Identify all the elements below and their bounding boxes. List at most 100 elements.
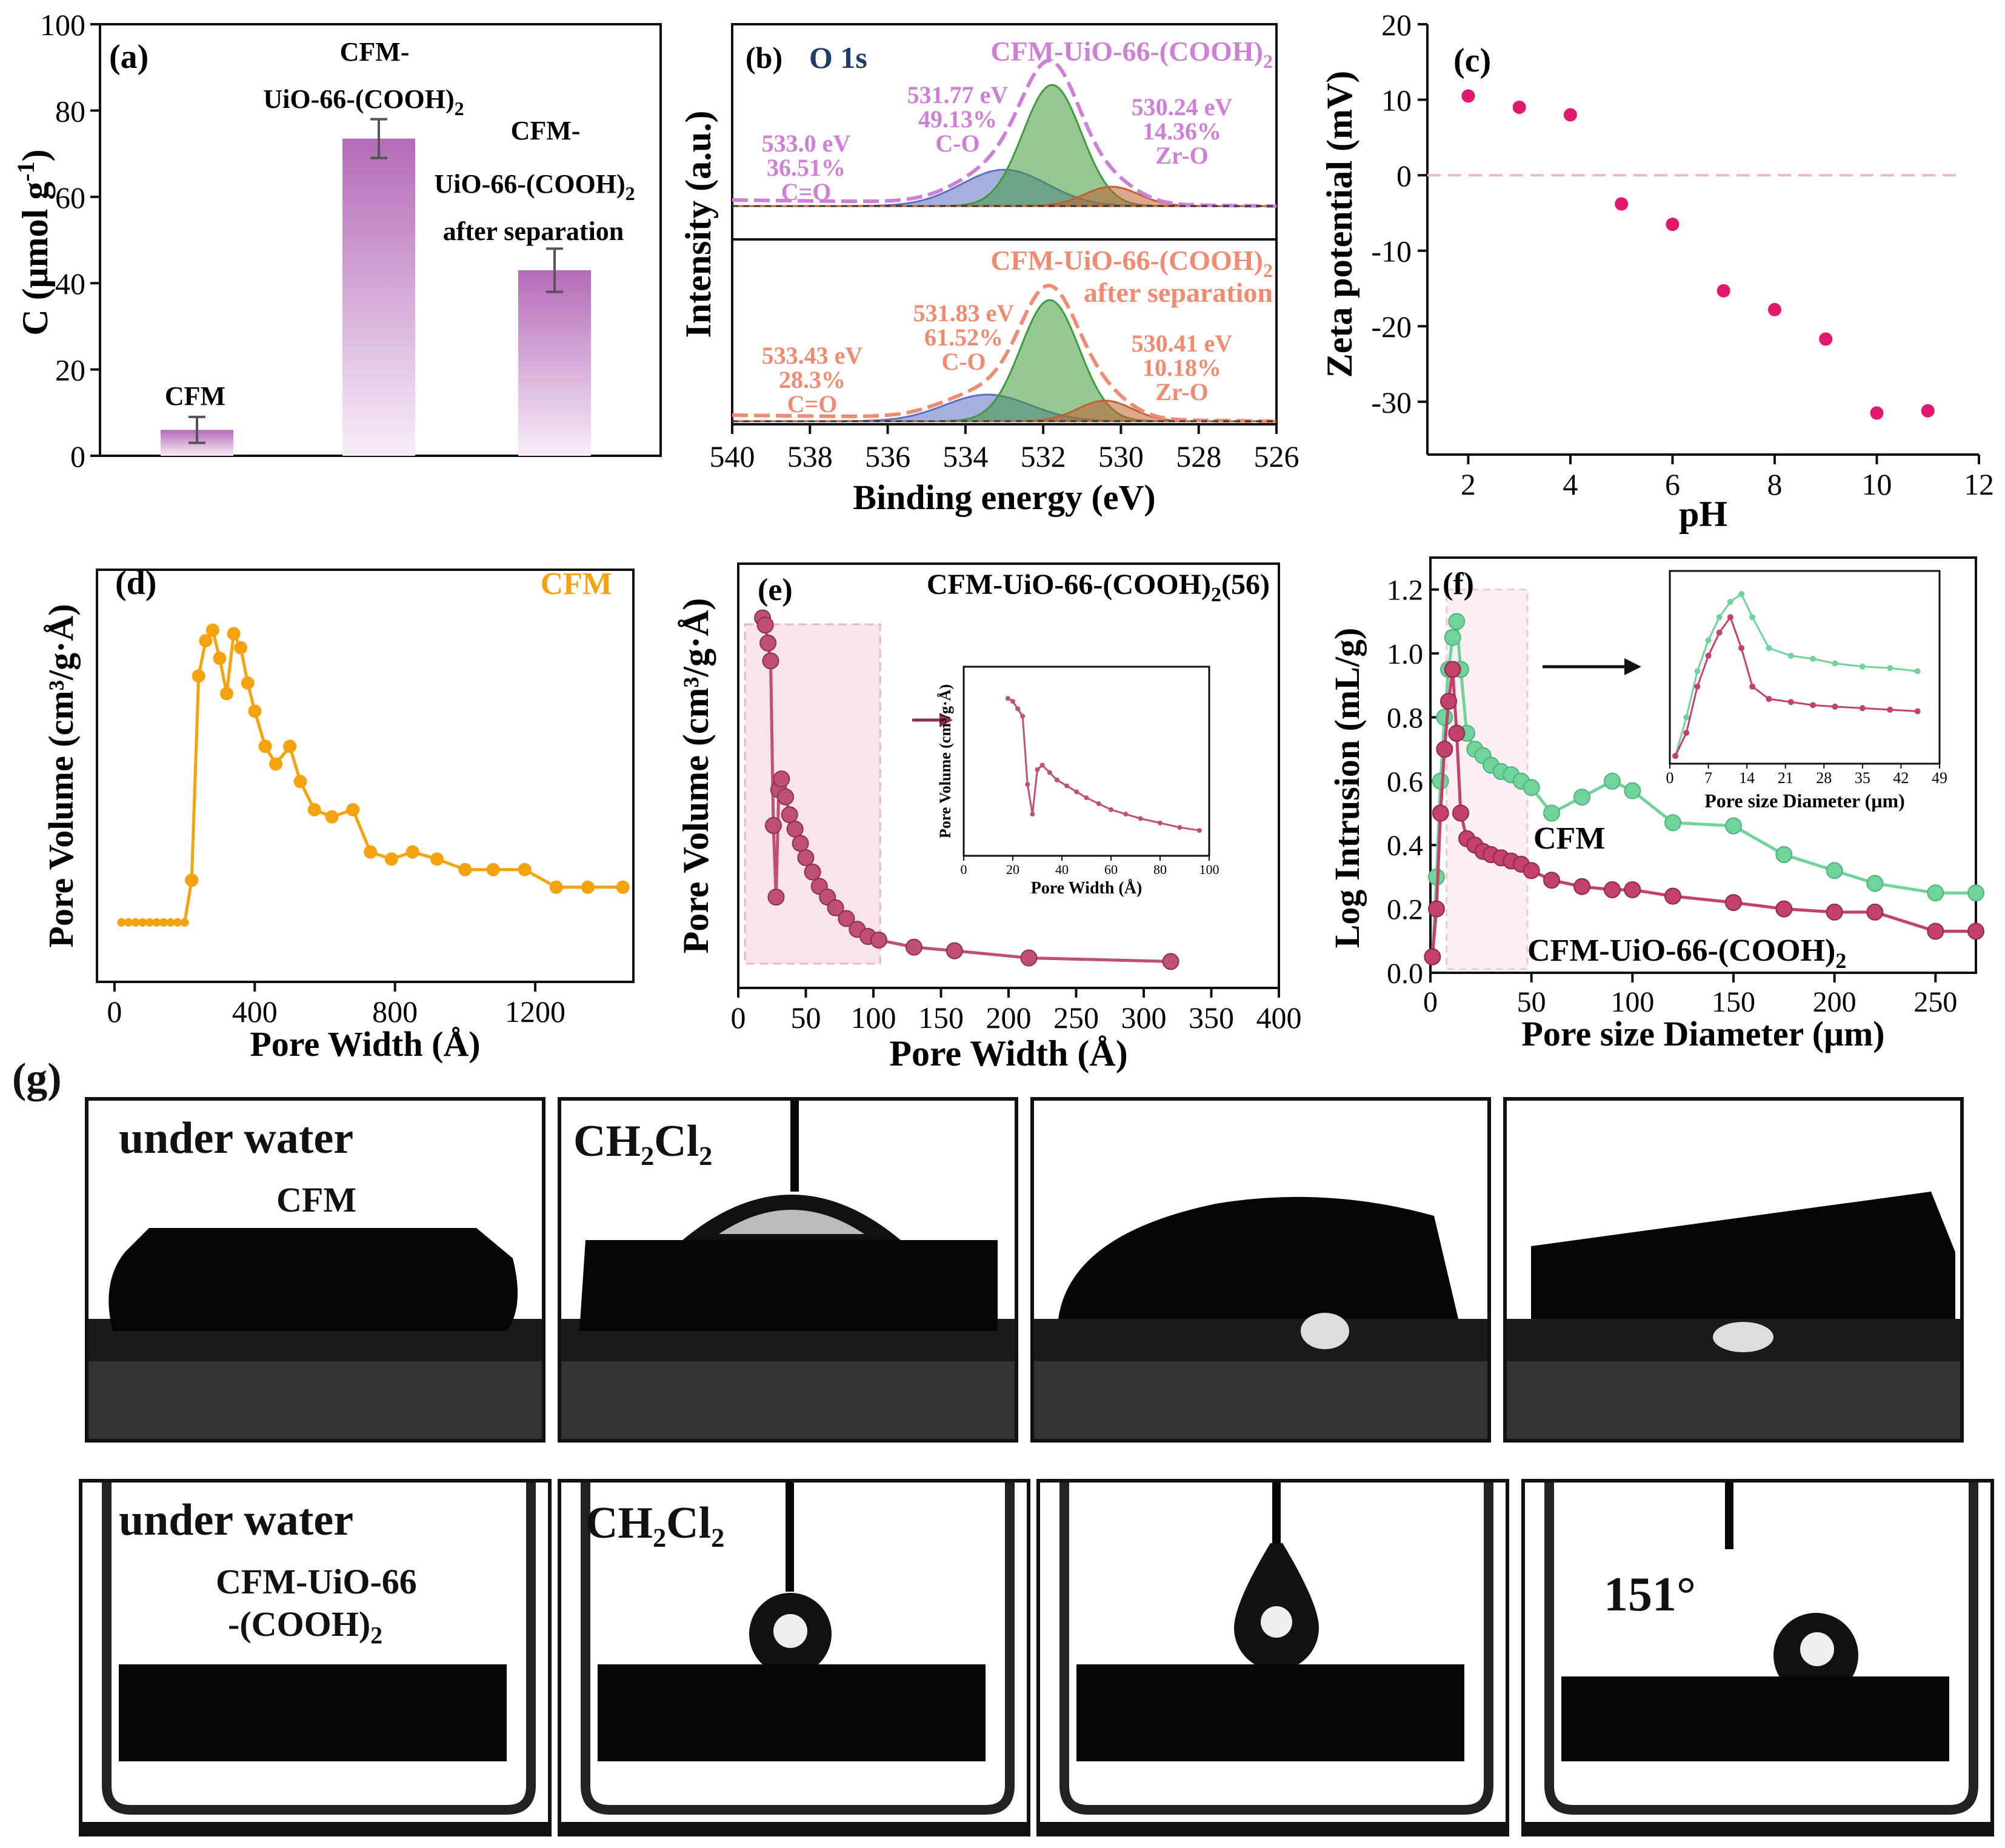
peak-label: C=O	[781, 178, 832, 205]
inset-y-axis-label: Pore Volume (cm³/g·Å)	[936, 684, 954, 838]
inset-data-point	[1705, 652, 1712, 659]
peak-label: 531.77 eV	[907, 81, 1009, 108]
data-point	[325, 810, 339, 824]
chart-title: CFM-UiO-66-(COOH)2(56)	[927, 569, 1270, 606]
panel-label: (f)	[1443, 567, 1474, 601]
y-axis-label-sup: -1	[12, 161, 39, 181]
inset-data-point	[1810, 656, 1817, 662]
x-tick-label: 250	[1053, 1001, 1099, 1035]
data-point	[173, 918, 182, 927]
bar	[518, 270, 591, 456]
x-tick-label: 50	[1517, 986, 1546, 1018]
data-point	[777, 788, 795, 806]
peak-label: 28.3%	[779, 366, 846, 393]
inset-data-point	[1766, 696, 1772, 702]
photo-r2-c2: CH₂Cl₂	[558, 1479, 1030, 1836]
data-point	[1869, 405, 1885, 421]
x-axis-label: Pore size Diameter (μm)	[1521, 1014, 1884, 1053]
inset-data-point	[1738, 591, 1745, 598]
data-point	[1613, 196, 1630, 212]
data-point	[159, 918, 168, 927]
inset-data-point	[1020, 713, 1026, 719]
inset-data-point	[1123, 812, 1129, 817]
data-point	[1766, 301, 1783, 318]
inset-x-tick-label: 0	[961, 862, 967, 877]
plot-frame	[731, 23, 1278, 425]
data-point	[764, 817, 782, 834]
data-point	[384, 852, 398, 866]
chart-a: 0 20 40 60 80 100 (a) C (μmol g-1) CFM CFM- UiO-66…	[12, 8, 662, 473]
x-tick-label: 526	[1254, 439, 1299, 473]
y-tick-label: 20	[55, 353, 85, 387]
data-point	[1624, 881, 1641, 898]
photo-r1-c3-image	[1034, 1196, 1487, 1439]
photo-r2-c4-image	[1525, 1483, 1990, 1833]
inset-data-point	[1810, 702, 1817, 709]
photo-r1-c1: under water CFM	[85, 1097, 545, 1443]
peak-label: 530.24 eV	[1132, 93, 1233, 121]
panel-label: (a)	[109, 38, 148, 76]
legend-label-main: CFM-UiO-66-(COOH)	[1527, 933, 1835, 968]
data-point	[792, 835, 809, 852]
y-axis-label: Pore Volume (cm³/g·Å)	[676, 598, 716, 954]
photo-r2-text-cfm-uio: CFM-UiO-66	[216, 1562, 417, 1601]
y-tick-label: 0.2	[1387, 894, 1423, 926]
x-tick-label: 250	[1913, 986, 1957, 1018]
inset-data-point	[1010, 699, 1015, 704]
legend-label: CFM-UiO-66-(COOH)2	[1527, 933, 1846, 973]
chart-title-end: (56)	[1221, 569, 1270, 601]
data-point	[364, 845, 378, 859]
photo-r2-text-cooh-main: -(COOH)	[228, 1604, 371, 1644]
data-point	[1432, 804, 1449, 822]
y-tick-label: 0.8	[1387, 702, 1423, 734]
inset-data-point	[1096, 801, 1101, 807]
data-point	[1020, 949, 1038, 967]
inset-x-tick-label: 42	[1893, 769, 1909, 787]
data-point	[180, 918, 189, 927]
y-tick-label: 0	[1396, 159, 1412, 193]
chart-c: 20 10 0 -10 -20 -30 2 4 6 8 10 12 pH Zeta potential (…	[1319, 8, 1994, 534]
inset-data-point	[1084, 795, 1089, 801]
data-point	[124, 918, 133, 927]
data-point	[905, 938, 922, 956]
data-point	[1573, 878, 1590, 895]
data-point	[405, 845, 419, 859]
data-point	[1573, 789, 1590, 806]
x-tick-label: 528	[1176, 439, 1221, 473]
y-axis-label-main: C (μmol g	[15, 182, 55, 336]
category-label: after separation	[443, 216, 624, 246]
y-axis-label-end: )	[15, 149, 55, 161]
data-point	[1967, 884, 1984, 902]
panel-label: (b)	[746, 41, 782, 75]
inset-data-point	[1832, 703, 1838, 710]
panel-d: 0 400 800 1200 Pore Width (Å) Pore Volume (cm…	[0, 533, 673, 1079]
data-point	[220, 687, 234, 701]
x-tick-label: 536	[865, 439, 910, 473]
data-point	[773, 770, 790, 788]
panel-f: 0.0 0.2 0.4 0.6 0.8 1.0 1.2 0 50 100 150 200 250 Pore…	[1321, 533, 2005, 1079]
peak-label: 533.43 eV	[762, 342, 863, 369]
x-tick-label: 200	[986, 1001, 1032, 1035]
data-point	[166, 918, 175, 927]
x-tick-label: 100	[1610, 986, 1654, 1018]
inset-frame	[962, 665, 1210, 857]
series-name: CFM-UiO-66-(COOH)2	[990, 36, 1273, 72]
photo-r2-text-ch2cl2: CH₂Cl₂	[585, 1498, 725, 1548]
x-axis-label: Binding energy (eV)	[853, 478, 1155, 517]
inset-data-point	[1887, 706, 1893, 713]
series-name: after separation	[1084, 277, 1273, 308]
x-tick-label: 400	[1256, 1001, 1302, 1035]
x-tick-label: 0	[731, 1001, 746, 1035]
data-point	[1428, 900, 1445, 918]
data-point	[549, 880, 563, 894]
data-point	[430, 852, 444, 866]
y-axis-label: Log Intrusion (mL/g)	[1327, 628, 1367, 949]
arrow-head	[939, 713, 953, 727]
y-tick-label: 40	[55, 267, 85, 301]
data-point	[248, 704, 262, 718]
data-point	[486, 862, 500, 876]
bar	[342, 138, 415, 456]
data-point	[1818, 331, 1834, 347]
panel-e: 0 50 100 150 200 250 300 350 400 Pore Width (Å) Po…	[673, 533, 1321, 1079]
x-tick-label: 534	[942, 439, 988, 473]
